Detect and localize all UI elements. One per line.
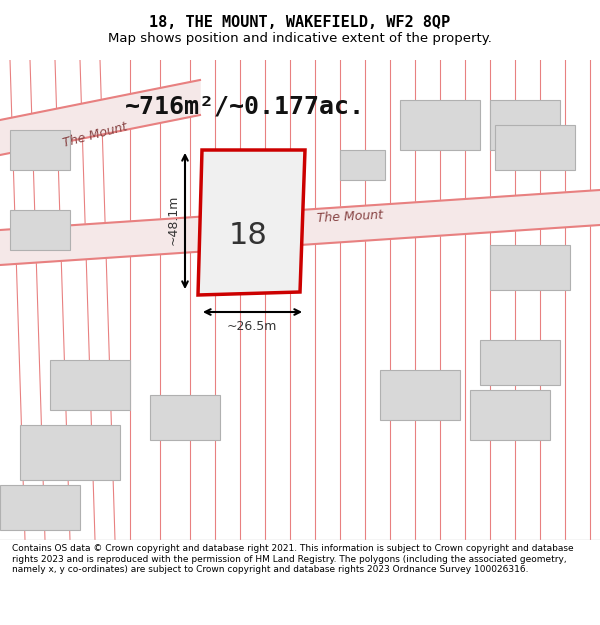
Bar bbox=[150, 395, 220, 440]
Text: ~716m²/~0.177ac.: ~716m²/~0.177ac. bbox=[125, 95, 365, 119]
Bar bbox=[380, 370, 460, 420]
Bar bbox=[0, 485, 80, 530]
Text: Map shows position and indicative extent of the property.: Map shows position and indicative extent… bbox=[108, 32, 492, 45]
Text: 18, THE MOUNT, WAKEFIELD, WF2 8QP: 18, THE MOUNT, WAKEFIELD, WF2 8QP bbox=[149, 15, 451, 30]
Bar bbox=[470, 390, 550, 440]
Text: ~26.5m: ~26.5m bbox=[227, 320, 277, 333]
Text: 18: 18 bbox=[229, 221, 268, 249]
Bar bbox=[480, 340, 560, 385]
Bar bbox=[20, 425, 120, 480]
Bar bbox=[340, 150, 385, 180]
Bar bbox=[495, 125, 575, 170]
Bar bbox=[50, 360, 130, 410]
Bar bbox=[10, 130, 70, 170]
Bar bbox=[490, 245, 570, 290]
Text: The Mount: The Mount bbox=[61, 120, 128, 150]
Bar bbox=[490, 100, 560, 150]
Polygon shape bbox=[198, 150, 305, 295]
Text: The Mount: The Mount bbox=[317, 209, 383, 225]
Text: Contains OS data © Crown copyright and database right 2021. This information is : Contains OS data © Crown copyright and d… bbox=[12, 544, 574, 574]
Text: ~48.1m: ~48.1m bbox=[167, 195, 180, 245]
Polygon shape bbox=[0, 190, 600, 265]
Polygon shape bbox=[0, 80, 200, 155]
Bar bbox=[10, 210, 70, 250]
Bar bbox=[400, 100, 480, 150]
